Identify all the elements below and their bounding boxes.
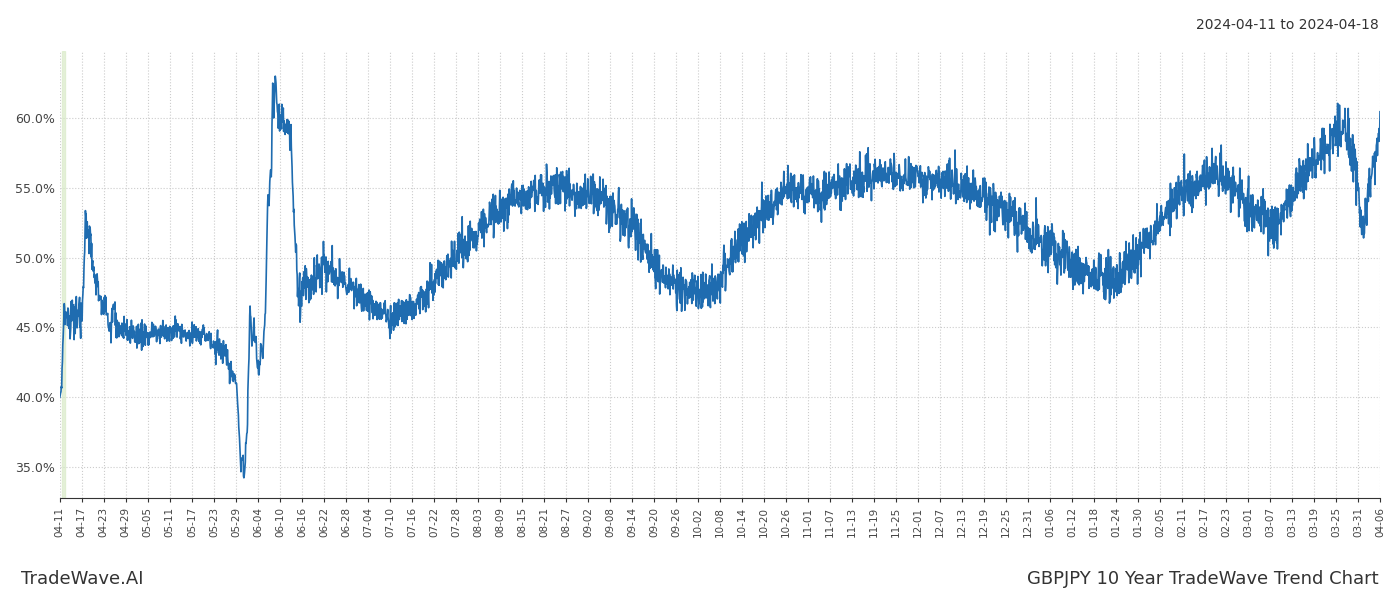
Text: GBPJPY 10 Year TradeWave Trend Chart: GBPJPY 10 Year TradeWave Trend Chart: [1028, 570, 1379, 588]
Text: 2024-04-11 to 2024-04-18: 2024-04-11 to 2024-04-18: [1196, 18, 1379, 32]
Bar: [62, 51, 64, 498]
Text: TradeWave.AI: TradeWave.AI: [21, 570, 143, 588]
